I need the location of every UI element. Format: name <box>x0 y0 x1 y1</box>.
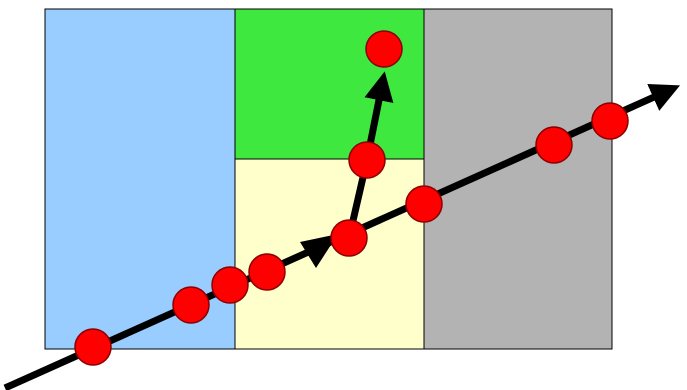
region-green <box>234 8 425 160</box>
red-circle-icon <box>365 30 403 68</box>
red-circle-icon <box>172 286 210 324</box>
region-gray <box>423 8 613 350</box>
red-circle-icon <box>211 266 249 304</box>
red-circle-icon <box>348 141 386 179</box>
red-circle-icon <box>248 253 286 291</box>
red-circle-icon <box>330 219 368 257</box>
mid-arrow-head-icon <box>300 234 338 268</box>
red-circle-icon <box>74 328 112 366</box>
branch-path-points <box>348 30 403 179</box>
red-circle-icon <box>535 126 573 164</box>
red-circle-icon <box>405 185 443 223</box>
red-circle-icon <box>591 102 629 140</box>
main-path-points <box>74 102 629 366</box>
